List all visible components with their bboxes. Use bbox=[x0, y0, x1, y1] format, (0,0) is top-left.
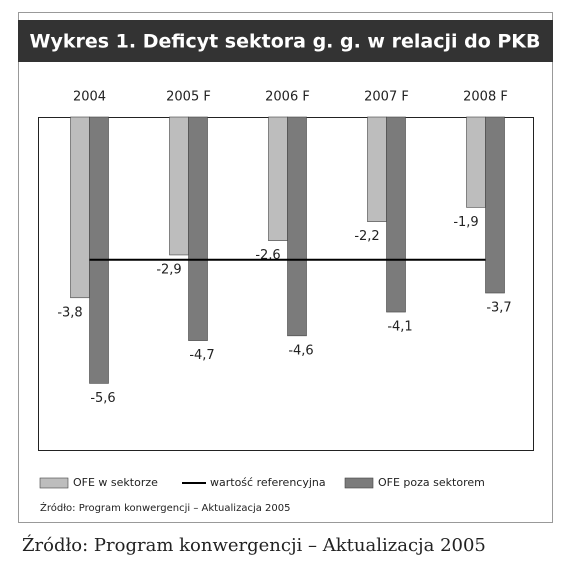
data-label: -4,1 bbox=[387, 320, 412, 335]
chart-title: Wykres 1. Deficyt sektora g. g. w relacj… bbox=[30, 31, 541, 53]
x-tick-label: 2004 bbox=[73, 90, 106, 105]
bar bbox=[268, 116, 288, 241]
bar bbox=[188, 116, 208, 341]
x-tick-label: 2006 F bbox=[265, 90, 310, 105]
legend-label: OFE poza sektorem bbox=[378, 476, 485, 489]
x-tick-label: 2007 F bbox=[364, 90, 409, 105]
caption: Źródło: Program konwergencji – Aktualiza… bbox=[22, 533, 486, 556]
bar bbox=[485, 116, 505, 294]
x-tick-label: 2008 F bbox=[463, 90, 508, 105]
data-label: -2,6 bbox=[255, 248, 280, 263]
legend-swatch bbox=[344, 477, 374, 489]
data-label: -3,8 bbox=[57, 305, 82, 320]
data-label: -2,2 bbox=[354, 229, 379, 244]
frame bbox=[18, 12, 553, 523]
x-tick-label: 2005 F bbox=[166, 90, 211, 105]
bar bbox=[89, 116, 109, 384]
bar bbox=[386, 116, 406, 313]
bar bbox=[287, 116, 307, 337]
title-banner bbox=[18, 20, 553, 62]
legend-label: OFE w sektorze bbox=[73, 476, 158, 489]
data-label: -4,7 bbox=[189, 348, 214, 363]
data-label: -5,6 bbox=[90, 391, 115, 406]
bar bbox=[169, 116, 189, 256]
data-label: -1,9 bbox=[453, 215, 478, 230]
bar bbox=[466, 116, 486, 208]
data-label: -2,9 bbox=[156, 262, 181, 277]
data-label: -4,6 bbox=[288, 343, 313, 358]
bar bbox=[70, 116, 90, 299]
legend-label: wartość referencyjna bbox=[210, 476, 326, 489]
bar bbox=[367, 116, 387, 222]
legend-swatch bbox=[39, 477, 69, 489]
source: Źródło: Program konwergencji – Aktualiza… bbox=[40, 501, 290, 514]
data-label: -3,7 bbox=[486, 301, 511, 316]
